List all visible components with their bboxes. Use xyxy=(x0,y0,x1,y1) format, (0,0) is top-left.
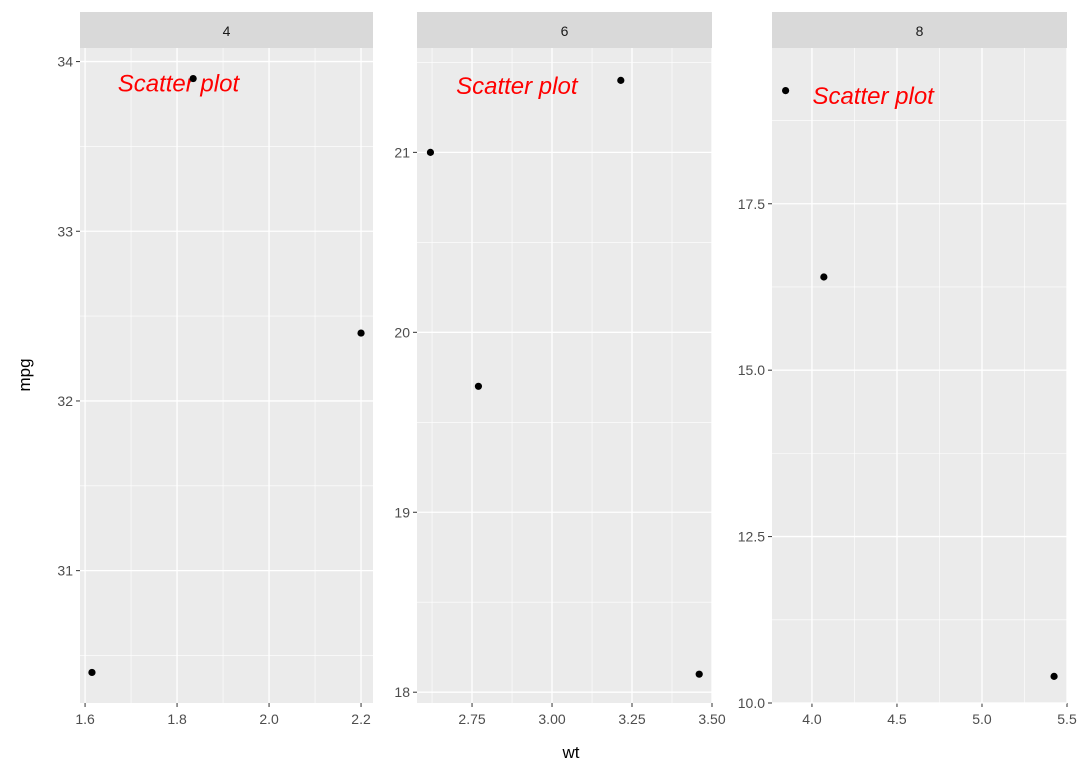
x-tick-label: 1.8 xyxy=(167,711,187,727)
y-tick-label: 18 xyxy=(394,684,410,700)
x-tick-label: 3.50 xyxy=(698,711,725,727)
x-tick-label: 1.6 xyxy=(75,711,95,727)
data-point xyxy=(357,329,365,337)
x-tick-label: 4.5 xyxy=(887,711,907,727)
y-tick-label: 15.0 xyxy=(738,362,765,378)
y-tick-label: 33 xyxy=(57,223,73,239)
strip-label: 8 xyxy=(916,23,924,39)
data-point xyxy=(820,273,828,281)
annotation-text: Scatter plot xyxy=(456,73,579,100)
data-point xyxy=(1050,672,1058,680)
strip-background xyxy=(417,12,712,48)
y-tick-label: 32 xyxy=(57,393,73,409)
y-axis-title: mpg xyxy=(15,358,34,391)
x-tick-label: 2.2 xyxy=(351,711,371,727)
y-tick-label: 31 xyxy=(57,563,73,579)
y-tick-label: 12.5 xyxy=(738,529,765,545)
data-point xyxy=(782,87,790,95)
y-tick-label: 17.5 xyxy=(738,196,765,212)
data-point xyxy=(617,76,625,84)
x-tick-label: 3.25 xyxy=(618,711,645,727)
panel-background xyxy=(80,48,373,703)
x-tick-label: 5.5 xyxy=(1057,711,1077,727)
strip-label: 6 xyxy=(561,23,569,39)
x-tick-label: 3.00 xyxy=(538,711,565,727)
y-tick-label: 34 xyxy=(57,54,73,70)
panel-cyl-4: 4 1.6 1.8 2.0 2.2 31 32 33 34 Scatter plot xyxy=(57,12,373,727)
x-tick-label: 5.0 xyxy=(972,711,992,727)
y-tick-label: 21 xyxy=(394,144,410,160)
y-tick-label: 19 xyxy=(394,504,410,520)
strip-label: 4 xyxy=(223,23,231,39)
y-tick-label: 20 xyxy=(394,324,410,340)
x-tick-label: 2.0 xyxy=(259,711,279,727)
data-point xyxy=(426,148,435,156)
annotation-text: Scatter plot xyxy=(118,71,241,98)
data-point xyxy=(695,670,703,678)
panel-background xyxy=(772,48,1067,703)
annotation-text: Scatter plot xyxy=(812,83,935,110)
strip-background xyxy=(80,12,373,48)
panel-background xyxy=(417,48,712,703)
strip-background xyxy=(772,12,1067,48)
x-tick-label: 2.75 xyxy=(458,711,485,727)
panel-cyl-6: 6 2.75 3.00 3.25 3.50 18 19 20 21 Scatter plot xyxy=(394,12,726,727)
data-point xyxy=(88,668,96,677)
x-axis-title: wt xyxy=(562,743,580,762)
data-point xyxy=(474,382,483,390)
data-point xyxy=(189,74,197,83)
x-tick-label: 4.0 xyxy=(802,711,822,727)
panel-cyl-8: 8 4.0 4.5 5.0 5.5 10.0 12.5 15.0 17.5 Scatter plo… xyxy=(738,12,1077,727)
y-tick-label: 10.0 xyxy=(738,695,765,711)
